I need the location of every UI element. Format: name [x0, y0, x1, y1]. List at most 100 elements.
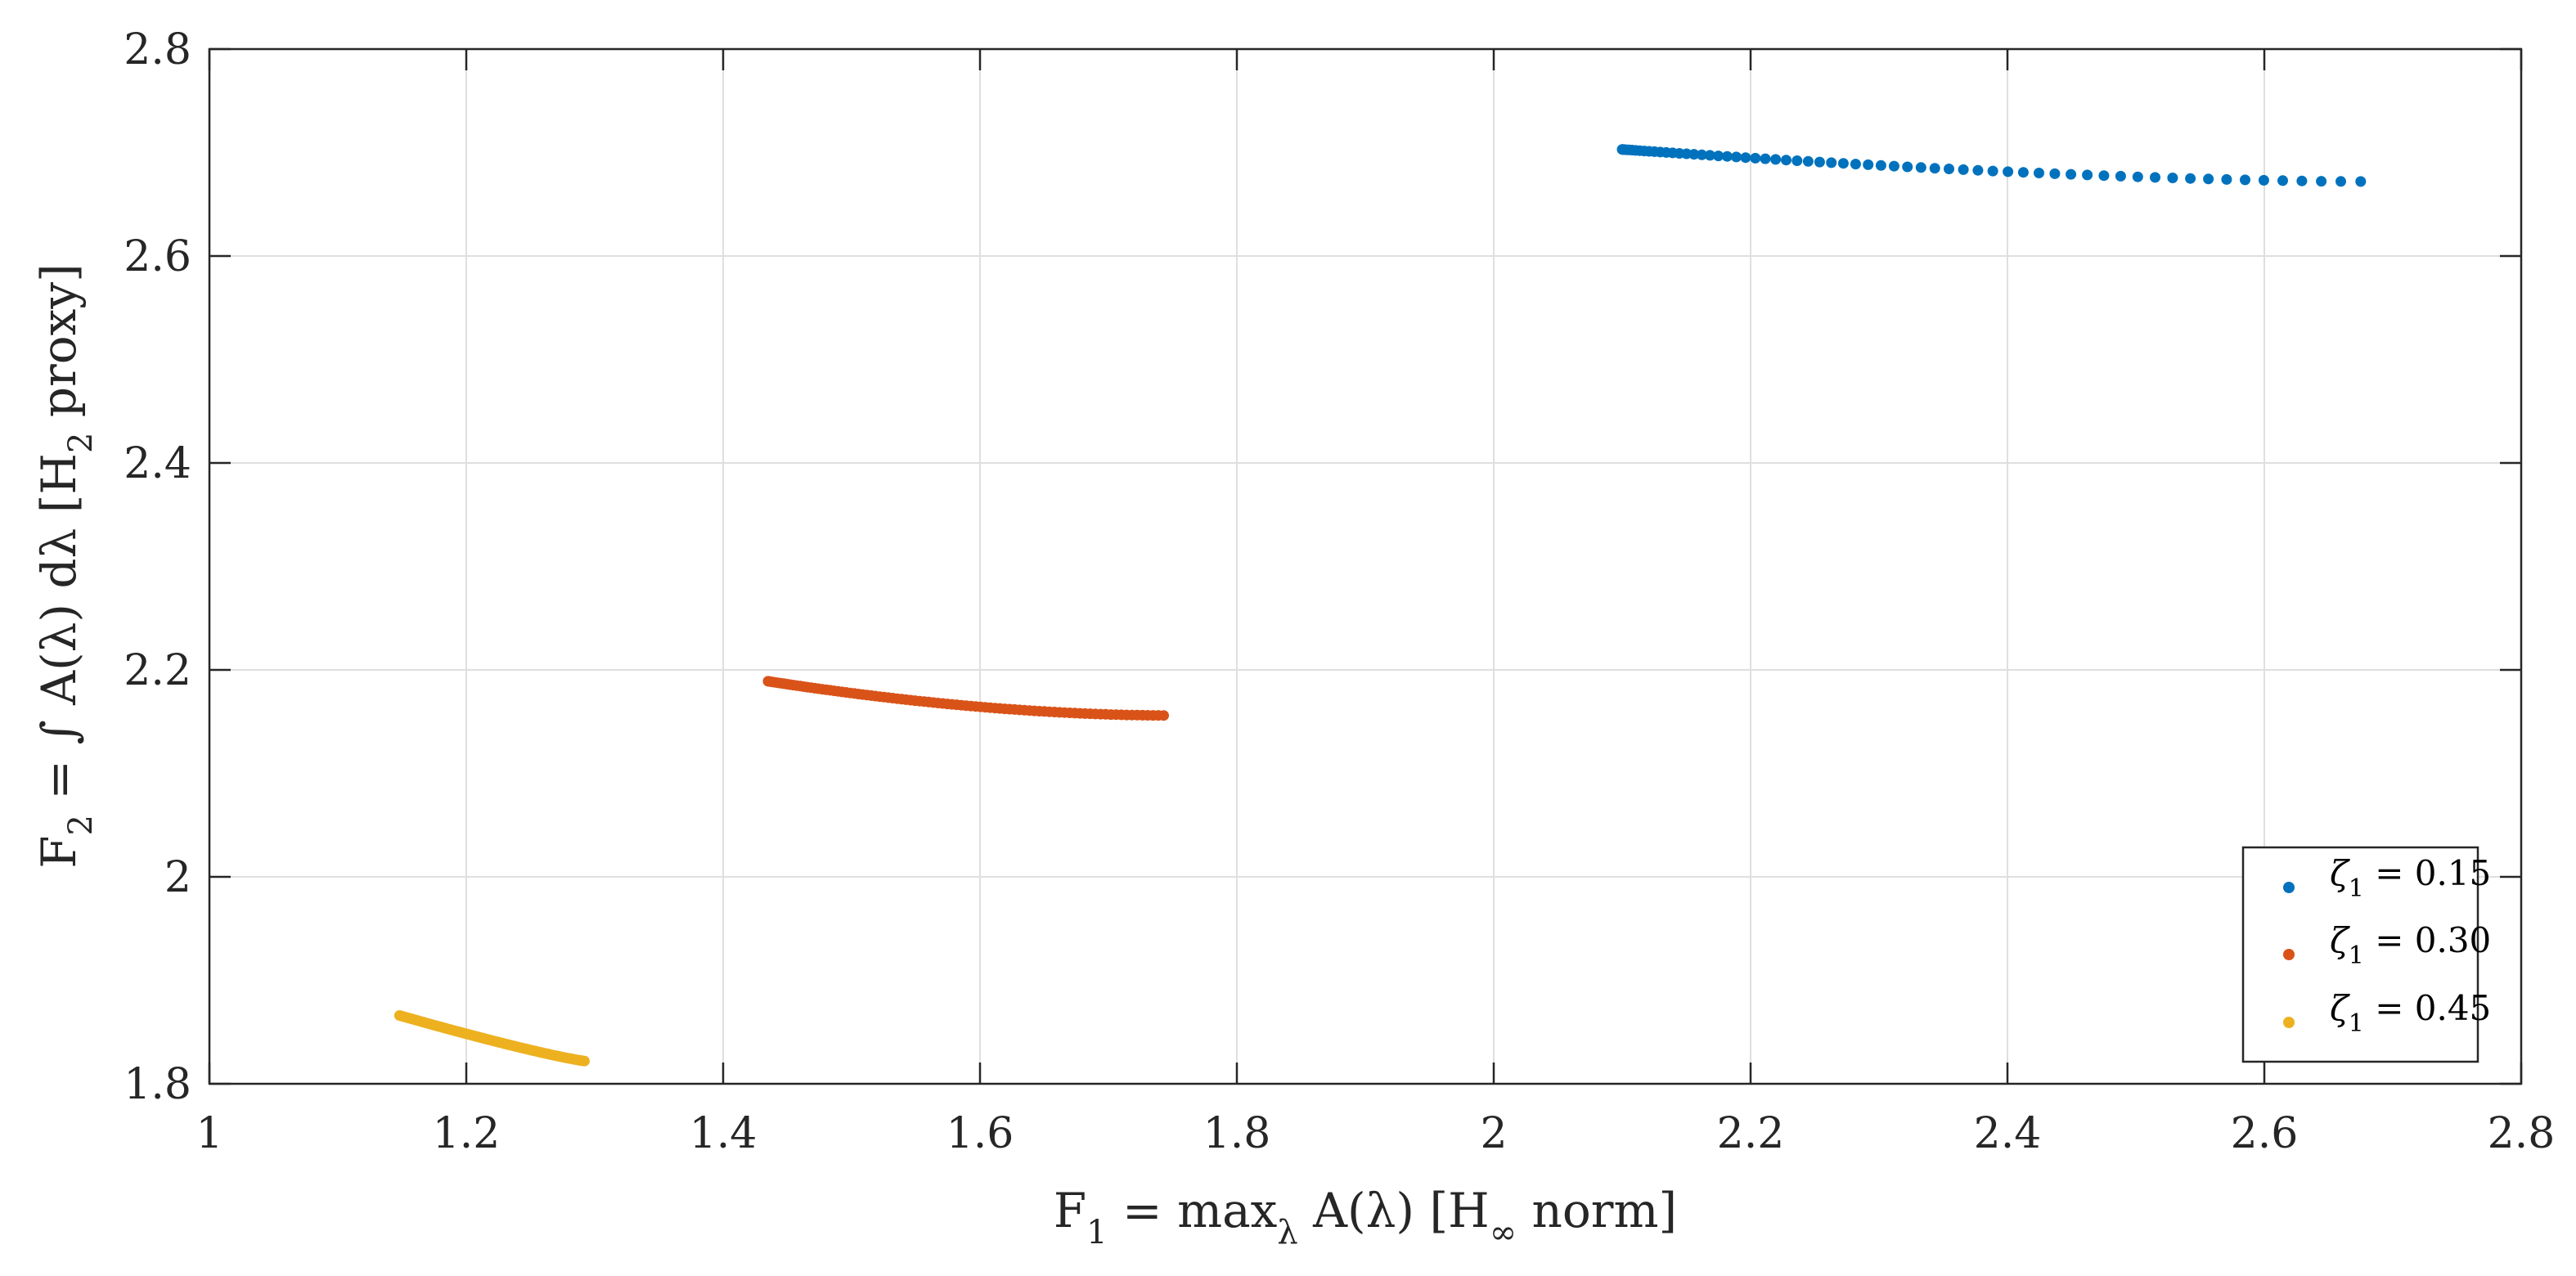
legend-label-3-symbol: ζ — [2330, 988, 2350, 1028]
data-point — [1740, 152, 1751, 164]
data-point — [1760, 153, 1771, 164]
y-label-mid: = ∫ A(λ) dλ [H — [31, 453, 87, 815]
x-tick-label: 1.2 — [433, 1109, 501, 1158]
data-point — [1688, 149, 1700, 160]
x-tick-label: 1.4 — [690, 1109, 758, 1158]
data-point — [2132, 171, 2143, 182]
x-label-sub1: 1 — [1086, 1214, 1107, 1251]
x-tick-label: 2 — [1480, 1109, 1507, 1158]
legend-label-2-symbol: ζ — [2330, 920, 2350, 960]
y-label-main: F — [31, 835, 87, 868]
tick-marks — [208, 47, 2523, 1085]
data-point — [2098, 170, 2110, 182]
x-label-sub2: λ — [1277, 1214, 1297, 1251]
legend-label-1-sub: 1 — [2349, 874, 2364, 903]
data-point — [1802, 155, 1814, 167]
x-tick-labels: 1 1.2 1.4 1.6 1.8 2 2.2 2.4 2.6 2.8 — [196, 1109, 2555, 1158]
data-point — [2277, 175, 2288, 186]
legend-marker-1 — [2283, 882, 2295, 893]
plot-area — [209, 49, 2521, 1084]
legend-label-3-sub: 1 — [2349, 1009, 2364, 1038]
y-label-sub1: 2 — [62, 815, 100, 835]
x-tick-label: 1.8 — [1203, 1109, 1271, 1158]
y-tick-label: 2.2 — [124, 646, 191, 695]
legend-label-1: ζ1 = 0.15 — [2330, 853, 2491, 903]
x-label-end: norm] — [1517, 1183, 1677, 1238]
data-point — [1826, 157, 1837, 168]
y-tick-label: 2.4 — [124, 439, 191, 488]
x-label-sub3: ∞ — [1490, 1214, 1517, 1251]
series-3 — [393, 1010, 590, 1067]
data-point — [1713, 151, 1724, 162]
legend-label-3: ζ1 = 0.45 — [2330, 988, 2491, 1038]
y-tick-label: 2.8 — [124, 25, 191, 74]
x-axis-label: F1 = maxλ A(λ) [H∞ norm] — [1054, 1183, 1677, 1251]
legend-item-1: ζ1 = 0.15 — [2283, 853, 2491, 903]
data-point — [1972, 164, 1984, 176]
legend-label-3-rest: = 0.45 — [2364, 988, 2491, 1028]
data-point — [2355, 176, 2367, 187]
y-axis-label: F2 = ∫ A(λ) dλ [H2 proxy] — [31, 263, 100, 868]
data-point — [1721, 151, 1733, 162]
y-tick-label: 2 — [164, 853, 191, 902]
axes-box — [208, 47, 2523, 1085]
data-point — [1944, 164, 1954, 174]
data-point — [1863, 159, 1874, 170]
data-point — [1704, 150, 1715, 161]
y-tick-label: 2.6 — [124, 232, 191, 281]
legend-item-3: ζ1 = 0.45 — [2283, 988, 2491, 1038]
data-point — [1987, 165, 1998, 177]
data-point — [2203, 173, 2214, 185]
data-point — [1875, 160, 1886, 171]
data-point — [1781, 155, 1792, 166]
data-point — [2185, 173, 2196, 184]
y-label-end: proxy] — [31, 263, 87, 432]
legend-item-2: ζ1 = 0.30 — [2283, 920, 2491, 970]
data-point — [1902, 161, 1913, 173]
data-point — [1814, 156, 1825, 168]
data-point — [1696, 149, 1707, 160]
data-point — [2167, 173, 2178, 183]
y-tick-label: 1.8 — [124, 1060, 191, 1109]
data-point — [2258, 174, 2269, 186]
series-layer — [393, 144, 2367, 1067]
x-tick-label: 2.6 — [2231, 1109, 2299, 1158]
data-point — [1837, 158, 1849, 169]
data-point — [2316, 176, 2327, 187]
data-point — [2296, 175, 2308, 186]
data-point — [1888, 160, 1899, 172]
y-label-sub2: 2 — [62, 433, 100, 453]
x-label-rest: A(λ) [H — [1298, 1183, 1490, 1238]
data-point — [2082, 169, 2093, 181]
legend: ζ1 = 0.15 ζ1 = 0.30 ζ1 = 0.45 — [2241, 846, 2491, 1063]
data-point — [2335, 176, 2346, 187]
data-point — [1958, 164, 1969, 175]
data-point — [2017, 167, 2029, 178]
data-point — [2115, 170, 2126, 182]
data-point — [2049, 168, 2061, 179]
x-label-main: F — [1054, 1183, 1086, 1238]
data-point — [1929, 163, 1940, 174]
data-point — [1915, 162, 1926, 173]
legend-label-2-sub: 1 — [2349, 941, 2364, 970]
x-tick-label: 1.6 — [946, 1109, 1014, 1158]
data-point — [2221, 173, 2232, 185]
data-point — [1158, 710, 1169, 721]
series-2 — [762, 676, 1169, 721]
legend-label-2-rest: = 0.30 — [2364, 920, 2491, 960]
series-1 — [1616, 144, 2367, 187]
data-point — [2034, 168, 2044, 178]
legend-marker-2 — [2283, 949, 2295, 960]
x-tick-label: 2.2 — [1717, 1109, 1785, 1158]
grid-lines — [209, 49, 2521, 1084]
legend-label-1-rest: = 0.15 — [2364, 853, 2491, 893]
data-point — [1792, 155, 1803, 166]
x-tick-label: 1 — [196, 1109, 223, 1158]
data-point — [1850, 159, 1861, 170]
data-point — [578, 1055, 590, 1067]
x-label-mid: = max — [1108, 1183, 1278, 1238]
x-tick-label: 2.8 — [2488, 1109, 2556, 1158]
legend-marker-3 — [2283, 1017, 2295, 1028]
legend-box — [2241, 846, 2479, 1063]
